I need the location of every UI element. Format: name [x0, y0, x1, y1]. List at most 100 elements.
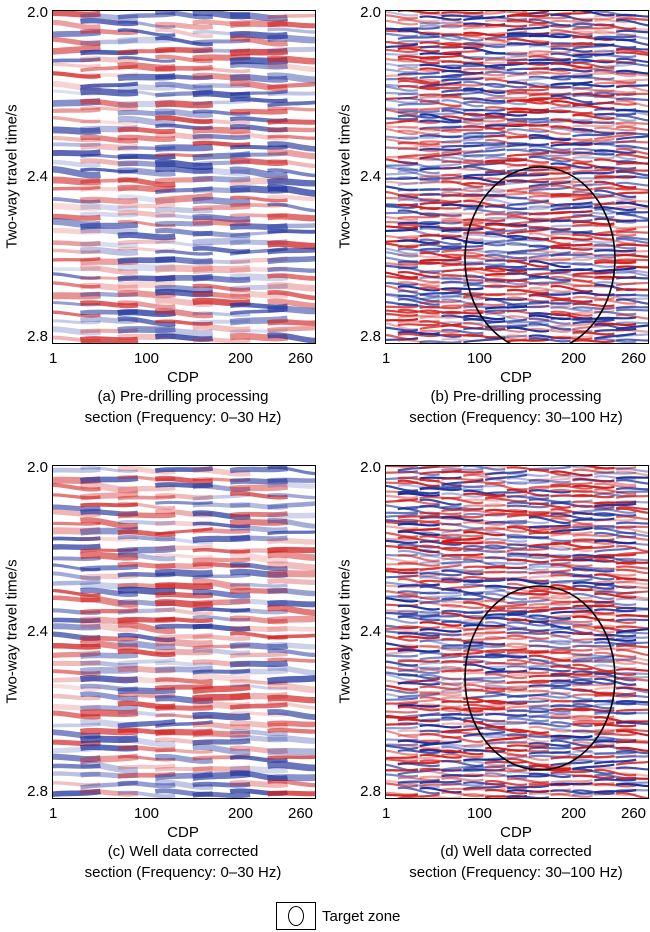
reflector-trace: [463, 630, 506, 636]
reflector-trace: [386, 673, 419, 682]
reflector-trace: [154, 206, 214, 214]
reflector-trace: [53, 11, 101, 18]
reflector-trace: [397, 338, 440, 343]
reflector-trace: [192, 318, 251, 325]
reflector-trace: [528, 304, 571, 309]
reflector-trace: [441, 743, 484, 748]
reflector-trace: [528, 251, 571, 259]
reflector-trace: [594, 732, 637, 737]
reflector-trace: [506, 172, 550, 178]
reflector-trace: [441, 660, 484, 664]
reflector-trace: [484, 779, 528, 786]
reflector-trace: [441, 83, 484, 87]
reflector-trace: [229, 660, 289, 668]
x-tick-label: 1: [382, 805, 391, 822]
seismic-section-a: [52, 10, 316, 344]
reflector-trace: [615, 476, 648, 480]
reflector-trace: [192, 668, 251, 675]
reflector-trace: [154, 64, 214, 72]
reflector-trace: [117, 115, 176, 127]
reflector-trace: [594, 332, 637, 340]
reflector-trace: [506, 119, 550, 124]
reflector-trace: [419, 775, 462, 779]
reflector-trace: [615, 625, 648, 630]
reflector-trace: [267, 72, 315, 84]
reflector-trace: [386, 95, 419, 100]
reflector-trace: [528, 148, 571, 154]
reflector-trace: [441, 71, 484, 78]
reflector-trace: [484, 212, 528, 217]
reflector-trace: [615, 644, 648, 649]
reflector-trace: [550, 310, 593, 317]
reflector-trace: [53, 683, 101, 692]
reflector-trace: [267, 184, 315, 197]
reflector-trace: [506, 733, 550, 739]
reflector-trace: [484, 23, 528, 28]
reflector-trace: [397, 62, 440, 68]
reflector-trace: [117, 126, 176, 134]
reflector-trace: [528, 689, 571, 695]
reflector-trace: [80, 28, 139, 35]
reflector-trace: [53, 248, 101, 255]
reflector-trace: [397, 294, 440, 303]
reflector-trace: [484, 205, 528, 211]
reflector-trace: [386, 242, 419, 249]
reflector-trace: [267, 701, 315, 710]
reflector-trace: [267, 477, 315, 484]
reflector-trace: [397, 55, 440, 60]
reflector-trace: [441, 632, 484, 638]
reflector-trace: [386, 749, 419, 756]
reflector-trace: [572, 67, 615, 71]
reflector-trace: [484, 232, 528, 241]
reflector-trace: [615, 521, 648, 525]
reflector-trace: [528, 468, 571, 477]
reflector-trace: [615, 92, 648, 97]
reflector-trace: [386, 99, 419, 104]
reflector-trace: [441, 328, 484, 335]
reflector-trace: [397, 142, 440, 149]
reflector-trace: [79, 475, 139, 484]
reflector-trace: [506, 699, 550, 704]
reflector-trace: [615, 84, 648, 92]
reflector-trace: [506, 627, 550, 632]
reflector-trace: [267, 657, 315, 663]
reflector-trace: [419, 134, 462, 139]
reflector-trace: [572, 533, 615, 538]
reflector-trace: [506, 649, 550, 653]
reflector-trace: [441, 643, 484, 648]
reflector-trace: [53, 272, 101, 280]
reflector-trace: [419, 276, 462, 281]
reflector-trace: [386, 574, 419, 579]
reflector-trace: [550, 290, 593, 296]
reflector-trace: [53, 693, 101, 701]
reflector-trace: [386, 779, 419, 785]
y-tick-label: 2.8: [27, 783, 48, 800]
reflector-trace: [154, 264, 214, 273]
reflector-trace: [229, 124, 288, 133]
reflector-trace: [386, 68, 419, 74]
reflector-trace: [528, 270, 571, 277]
reflector-trace: [419, 544, 462, 552]
reflector-trace: [79, 227, 139, 235]
reflector-trace: [419, 119, 462, 124]
reflector-trace: [386, 715, 419, 720]
reflector-trace: [53, 256, 101, 262]
reflector-trace: [267, 273, 315, 281]
reflector-trace: [53, 588, 101, 597]
reflector-trace: [397, 135, 440, 140]
reflector-trace: [506, 279, 550, 286]
reflector-trace: [484, 561, 528, 565]
reflector-trace: [53, 80, 101, 92]
reflector-trace: [397, 755, 440, 762]
reflector-trace: [386, 744, 419, 750]
reflector-trace: [484, 284, 528, 288]
x-axis-label: CDP: [167, 824, 199, 841]
reflector-trace: [419, 63, 462, 70]
reflector-trace: [528, 663, 571, 669]
reflector-trace: [441, 651, 484, 658]
reflector-trace: [506, 670, 550, 675]
reflector-trace: [229, 483, 289, 493]
reflector-trace: [229, 195, 288, 203]
reflector-trace: [397, 518, 440, 523]
reflector-trace: [192, 175, 251, 183]
